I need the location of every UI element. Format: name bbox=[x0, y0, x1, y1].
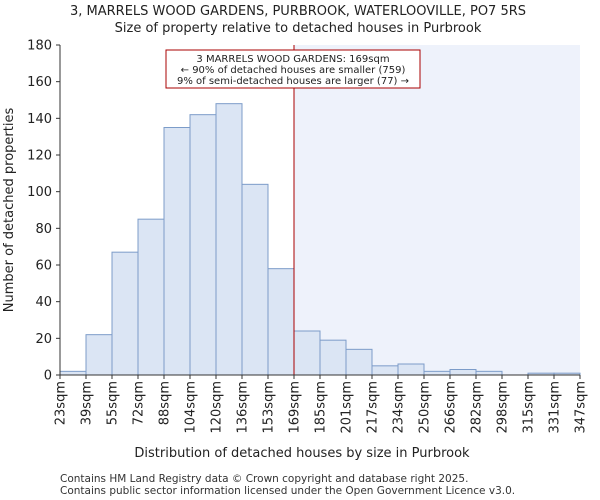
x-axis-label: Distribution of detached houses by size … bbox=[134, 446, 470, 461]
x-tick-label: 201sqm bbox=[340, 381, 355, 434]
x-tick-label: 282sqm bbox=[470, 381, 485, 434]
bar bbox=[449, 369, 477, 376]
chart-subtitle: Size of property relative to detached ho… bbox=[115, 21, 482, 36]
y-axis-label: Number of detached properties bbox=[2, 108, 17, 313]
x-tick-label: 298sqm bbox=[496, 381, 511, 434]
bar bbox=[345, 348, 373, 376]
x-tick-label: 153sqm bbox=[262, 381, 277, 434]
footer-line-1: Contains HM Land Registry data © Crown c… bbox=[60, 473, 468, 485]
annotation-line-1: 3 MARRELS WOOD GARDENS: 169sqm bbox=[196, 54, 389, 65]
y-tick-label: 180 bbox=[27, 39, 52, 54]
bar bbox=[59, 370, 87, 376]
footer-line-2: Contains public sector information licen… bbox=[60, 485, 515, 497]
annotation-line-2: ← 90% of detached houses are smaller (75… bbox=[181, 65, 406, 76]
annotation-box: 3 MARRELS WOOD GARDENS: 169sqm ← 90% of … bbox=[165, 49, 421, 89]
y-tick-label: 80 bbox=[35, 222, 52, 237]
x-tick-label: 23sqm bbox=[54, 381, 69, 425]
bar bbox=[267, 268, 295, 376]
bar bbox=[397, 363, 425, 376]
y-tick-label: 120 bbox=[27, 149, 52, 164]
y-tick-label: 100 bbox=[27, 185, 52, 200]
x-tick-label: 169sqm bbox=[288, 381, 303, 434]
x-tick-label: 104sqm bbox=[184, 381, 199, 434]
bar bbox=[111, 251, 139, 376]
chart-title: 3, MARRELS WOOD GARDENS, PURBROOK, WATER… bbox=[70, 4, 526, 19]
x-ticks: 23sqm 39sqm 55sqm 72sqm 88sqm 104sqm 120sqm 136… bbox=[54, 375, 589, 434]
x-tick-label: 266sqm bbox=[444, 381, 459, 434]
x-tick-label: 250sqm bbox=[418, 381, 433, 434]
y-tick-label: 160 bbox=[27, 75, 52, 90]
x-tick-label: 185sqm bbox=[314, 381, 329, 434]
y-tick-label: 0 bbox=[44, 369, 52, 384]
bar bbox=[423, 370, 451, 376]
bar bbox=[293, 330, 321, 376]
x-tick-label: 88sqm bbox=[158, 381, 173, 425]
y-tick-label: 60 bbox=[35, 259, 52, 274]
bars bbox=[59, 103, 581, 376]
bar bbox=[85, 334, 113, 376]
x-tick-label: 315sqm bbox=[522, 381, 537, 434]
x-tick-label: 331sqm bbox=[548, 381, 563, 434]
x-tick-label: 217sqm bbox=[366, 381, 381, 434]
y-tick-label: 40 bbox=[35, 295, 52, 310]
x-tick-label: 234sqm bbox=[392, 381, 407, 434]
bar bbox=[137, 218, 165, 376]
annotation-line-3: 9% of semi-detached houses are larger (7… bbox=[177, 76, 409, 87]
x-tick-label: 136sqm bbox=[236, 381, 251, 434]
x-tick-label: 39sqm bbox=[80, 381, 95, 425]
y-tick-label: 20 bbox=[35, 332, 52, 347]
x-tick-label: 55sqm bbox=[106, 381, 121, 425]
highlight-region bbox=[294, 45, 580, 375]
bar bbox=[319, 339, 347, 376]
bar bbox=[163, 127, 191, 376]
bar bbox=[241, 183, 269, 376]
x-tick-label: 120sqm bbox=[210, 381, 225, 434]
x-tick-label: 347sqm bbox=[574, 381, 589, 434]
bar bbox=[371, 365, 399, 376]
bar bbox=[475, 370, 503, 376]
bar bbox=[189, 114, 217, 376]
x-tick-label: 72sqm bbox=[132, 381, 147, 425]
y-ticks: 0 20 40 60 80 100 120 140 160 180 bbox=[27, 39, 60, 384]
bar bbox=[215, 103, 243, 376]
y-tick-label: 140 bbox=[27, 112, 52, 127]
